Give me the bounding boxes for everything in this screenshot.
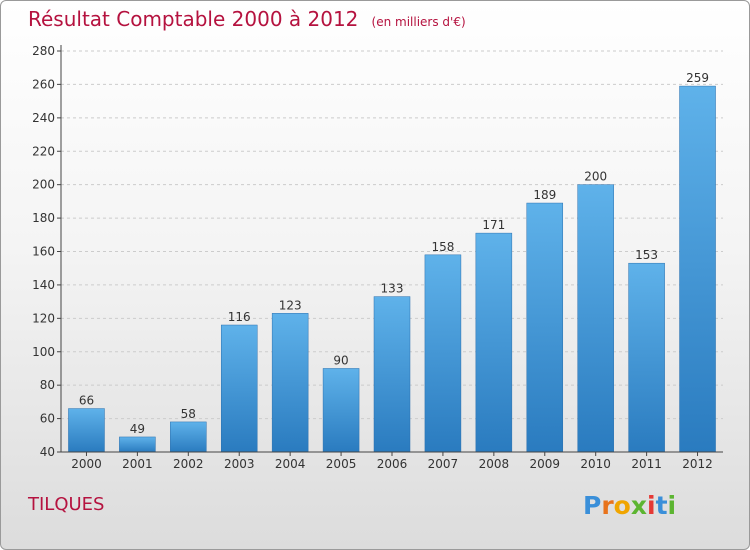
- logo-letter: r: [601, 491, 614, 520]
- y-tick-label: 60: [40, 412, 55, 426]
- y-tick-label: 140: [32, 278, 55, 292]
- bar-value-label: 123: [279, 298, 302, 312]
- y-tick-label: 240: [32, 111, 55, 125]
- chart-subtitle: (en milliers d'€): [371, 15, 466, 29]
- place-name: TILQUES: [28, 494, 105, 515]
- bar: [577, 184, 614, 453]
- y-tick-label: 200: [32, 178, 55, 192]
- y-tick-label: 220: [32, 144, 55, 158]
- y-tick-label: 280: [32, 44, 55, 58]
- x-tick-label: 2006: [377, 457, 408, 471]
- bar-value-label: 49: [130, 422, 145, 436]
- logo-letter: i: [647, 491, 656, 520]
- bar-value-label: 189: [533, 188, 556, 202]
- y-tick-label: 160: [32, 245, 55, 259]
- bar-value-label: 259: [686, 71, 709, 85]
- axes: [57, 45, 723, 456]
- y-tick-label: 80: [40, 378, 55, 392]
- bar-value-label: 158: [431, 240, 454, 254]
- x-tick-label: 2005: [326, 457, 357, 471]
- bar-value-label: 116: [228, 310, 251, 324]
- logo-letter: i: [667, 491, 677, 520]
- y-tick-label: 260: [32, 77, 55, 91]
- labels: 40 60 80 100 120 140 160 180 200 220 240 260 280 66 20…: [32, 44, 713, 471]
- bar-value-label: 90: [333, 353, 348, 367]
- y-tick-label: 40: [40, 445, 55, 459]
- bar: [68, 408, 105, 453]
- x-tick-label: 2012: [682, 457, 713, 471]
- y-tick-label: 120: [32, 311, 55, 325]
- x-tick-label: 2008: [479, 457, 510, 471]
- logo-letter: P: [583, 491, 602, 520]
- logo-letter: t: [655, 491, 668, 520]
- x-tick-label: 2010: [580, 457, 611, 471]
- proxiti-logo: Proxiti: [583, 491, 676, 520]
- x-tick-label: 2009: [529, 457, 560, 471]
- bar: [628, 262, 665, 453]
- x-tick-label: 2004: [275, 457, 306, 471]
- bar-value-label: 171: [482, 218, 505, 232]
- bar-value-label: 153: [635, 248, 658, 262]
- bars: [68, 85, 716, 453]
- bar: [271, 313, 309, 453]
- bar: [322, 368, 360, 453]
- x-tick-label: 2001: [122, 457, 153, 471]
- x-tick-label: 2003: [224, 457, 255, 471]
- bar: [373, 296, 411, 453]
- x-tick-label: 2002: [173, 457, 204, 471]
- logo-letter: o: [613, 491, 631, 520]
- title-row: Résultat Comptable 2000 à 2012 (en milli…: [28, 7, 466, 31]
- bar-value-label: 66: [79, 394, 94, 408]
- logo-letter: x: [630, 491, 647, 520]
- bar-value-label: 133: [381, 282, 404, 296]
- bar: [475, 232, 513, 453]
- x-tick-label: 2000: [71, 457, 102, 471]
- bar-value-label: 58: [181, 407, 196, 421]
- bar: [679, 85, 716, 453]
- bar: [220, 324, 258, 453]
- x-tick-label: 2007: [428, 457, 459, 471]
- bar: [424, 254, 462, 453]
- chart-title: Résultat Comptable 2000 à 2012: [28, 7, 359, 31]
- x-tick-label: 2011: [631, 457, 662, 471]
- bar: [119, 436, 156, 453]
- bar: [526, 202, 564, 453]
- y-tick-label: 100: [32, 345, 55, 359]
- bar: [170, 421, 207, 453]
- y-tick-label: 180: [32, 211, 55, 225]
- bar-value-label: 200: [584, 170, 607, 184]
